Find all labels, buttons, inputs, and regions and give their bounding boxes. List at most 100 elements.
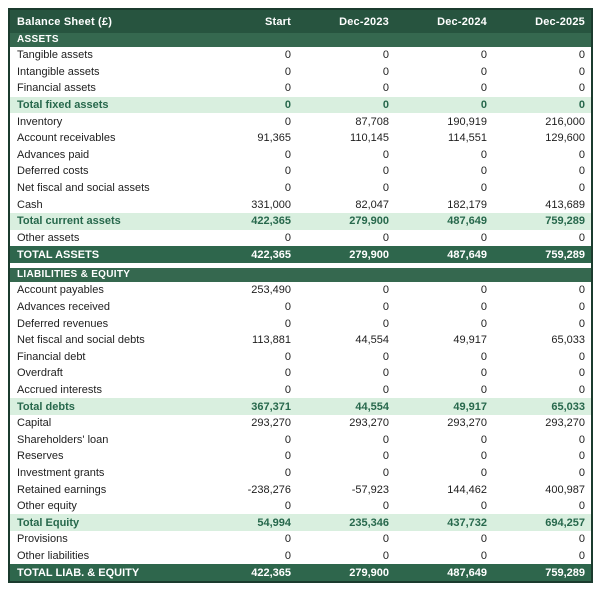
cell-value: 114,551 <box>448 132 487 145</box>
cell-value: 0 <box>480 82 487 95</box>
table-row: Deferred costs 0 0 0 0 <box>10 163 591 180</box>
table-row: Accrued interests 0 0 0 0 <box>10 381 591 399</box>
cell-value: 0 <box>284 65 291 78</box>
row-label: Financial debt <box>17 350 86 363</box>
cell-value: 0 <box>382 284 389 297</box>
table-row: Total Equity 54,994 235,346 437,732 694,257 <box>10 514 591 532</box>
cell-value: 0 <box>382 182 389 195</box>
cell-value: 0 <box>382 383 389 396</box>
cell-value: 0 <box>382 65 389 78</box>
table-row: Financial debt 0 0 0 0 <box>10 348 591 366</box>
cell-value: 0 <box>284 533 291 546</box>
row-label: Shareholders' loan <box>17 433 109 446</box>
cell-value: 759,289 <box>545 566 585 579</box>
cell-value: 113,881 <box>252 334 291 347</box>
cell-value: 487,649 <box>447 215 487 228</box>
row-label: Advances paid <box>17 148 90 161</box>
cell-value: 0 <box>578 49 585 62</box>
row-label: Total fixed assets <box>17 99 109 112</box>
row-label: Total debts <box>17 400 75 413</box>
table-row: Reserves 0 0 0 0 <box>10 448 591 465</box>
row-label: Capital <box>17 417 52 430</box>
cell-value: 0 <box>578 182 585 195</box>
row-label: Total Equity <box>17 516 80 529</box>
cell-value: 0 <box>480 450 487 463</box>
cell-value: 129,600 <box>545 132 585 145</box>
cell-value: 0 <box>480 165 487 178</box>
cell-value: 190,919 <box>447 115 487 128</box>
cell-value: 0 <box>480 549 487 562</box>
row-label: Deferred costs <box>17 165 89 178</box>
cell-value: 0 <box>480 533 487 546</box>
cell-value: 0 <box>284 301 291 314</box>
cell-value: -238,276 <box>247 483 291 496</box>
cell-value: 759,289 <box>545 215 585 228</box>
cell-value: 0 <box>382 49 389 62</box>
cell-value: 0 <box>284 549 291 562</box>
section-header: ASSETS <box>10 33 591 47</box>
cell-value: 0 <box>480 367 487 380</box>
cell-value: 0 <box>578 367 585 380</box>
cell-value: 0 <box>284 231 291 244</box>
cell-value: 293,270 <box>545 417 585 430</box>
cell-value: 0 <box>284 367 291 380</box>
cell-value: 279,900 <box>349 248 389 261</box>
cell-value: 0 <box>480 99 487 112</box>
table-header-row: Balance Sheet (£) Start Dec-2023 Dec-2024 D… <box>10 10 591 33</box>
cell-value: 44,554 <box>355 334 389 347</box>
cell-value: 65,033 <box>551 334 585 347</box>
cell-value: 0 <box>578 165 585 178</box>
cell-value: 0 <box>382 450 389 463</box>
cell-value: 367,371 <box>251 400 291 413</box>
cell-value: 413,689 <box>545 198 585 211</box>
cell-value: 0 <box>382 148 389 161</box>
cell-value: 0 <box>284 99 291 112</box>
table-row: Other liabilities 0 0 0 0 <box>10 547 591 565</box>
table-row: Investment grants 0 0 0 0 <box>10 464 591 482</box>
row-label: TOTAL LIAB. & EQUITY <box>17 566 140 579</box>
row-label: Intangible assets <box>17 65 100 78</box>
cell-value: 54,994 <box>257 516 291 529</box>
cell-value: 0 <box>578 500 585 513</box>
table-row: TOTAL ASSETS 422,365 279,900 487,649 759,289 <box>10 246 591 264</box>
row-label: Net fiscal and social assets <box>17 182 150 195</box>
cell-value: 0 <box>480 65 487 78</box>
cell-value: 422,365 <box>251 248 291 261</box>
cell-value: 0 <box>284 49 291 62</box>
cell-value: 0 <box>382 533 389 546</box>
cell-value: 0 <box>480 466 487 479</box>
cell-value: 0 <box>578 466 585 479</box>
column-header: Dec-2025 <box>535 15 585 28</box>
cell-value: 400,987 <box>545 483 585 496</box>
cell-value: 0 <box>284 383 291 396</box>
cell-value: 0 <box>284 165 291 178</box>
cell-value: 759,289 <box>545 248 585 261</box>
table-row: Cash 331,000 82,047 182,179 413,689 <box>10 196 591 213</box>
cell-value: -57,923 <box>351 483 389 496</box>
table-row: Total fixed assets 0 0 0 0 <box>10 96 591 114</box>
cell-value: 0 <box>284 466 291 479</box>
table-row: Deferred revenues 0 0 0 0 <box>10 315 591 332</box>
row-label: Advances received <box>17 301 110 314</box>
cell-value: 0 <box>578 284 585 297</box>
cell-value: 0 <box>578 65 585 78</box>
cell-value: 0 <box>578 317 585 330</box>
cell-value: 279,900 <box>349 566 389 579</box>
cell-value: 0 <box>578 148 585 161</box>
row-label: Other liabilities <box>17 549 90 562</box>
table-row: Financial assets 0 0 0 0 <box>10 80 591 97</box>
cell-value: 0 <box>480 284 487 297</box>
cell-value: 0 <box>480 433 487 446</box>
cell-value: 253,490 <box>251 284 291 297</box>
cell-value: 0 <box>480 383 487 396</box>
cell-value: 437,732 <box>447 516 487 529</box>
cell-value: 694,257 <box>545 516 585 529</box>
cell-value: 331,000 <box>251 198 291 211</box>
cell-value: 182,179 <box>447 198 487 211</box>
cell-value: 0 <box>284 115 291 128</box>
table-row: Overdraft 0 0 0 0 <box>10 365 591 382</box>
row-label: Accrued interests <box>17 383 102 396</box>
cell-value: 0 <box>578 231 585 244</box>
table-title: Balance Sheet (£) <box>17 15 113 28</box>
cell-value: 279,900 <box>349 215 389 228</box>
